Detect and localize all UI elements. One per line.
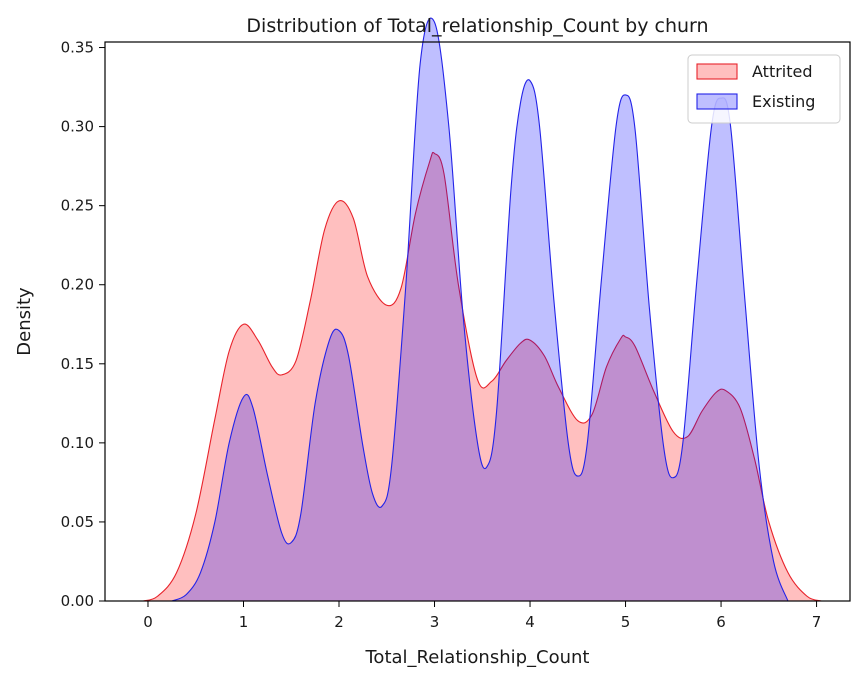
y-tick-label: 0.00 [61,592,94,610]
x-tick-label: 6 [716,613,726,631]
x-tick-label: 3 [430,613,440,631]
x-tick-label: 0 [143,613,153,631]
y-tick-label: 0.20 [61,276,94,294]
y-tick-label: 0.05 [61,513,94,531]
y-tick-label: 0.10 [61,434,94,452]
legend-box [687,54,841,124]
plot-series-layer [143,17,822,602]
x-axis-ticks: 0 1 2 3 4 5 6 7 [143,601,821,631]
y-axis-label: Density [14,287,35,356]
x-tick-label: 7 [812,613,822,631]
plot-area-frame [104,41,851,602]
y-axis-ticks: 0.00 0.05 0.10 0.15 0.20 0.25 0.30 0.35 [61,39,105,610]
x-tick-label: 2 [334,613,344,631]
series-line-attrited [143,151,822,602]
y-tick-label: 0.30 [61,118,94,136]
series-line-existing [171,17,789,602]
legend-swatch-existing [696,93,738,110]
chart-legend: Attrited Existing [687,54,841,124]
legend-label-existing: Existing [752,92,815,111]
y-tick-label: 0.15 [61,355,94,373]
y-tick-label: 0.25 [61,197,94,215]
legend-label-attrited: Attrited [752,62,813,81]
chart-title: Distribution of Total_relationship_Count… [246,15,708,37]
legend-swatch-attrited [696,63,738,80]
x-tick-label: 1 [239,613,249,631]
series-area-existing [171,18,788,601]
x-axis-label: Total_Relationship_Count [365,647,590,668]
x-tick-label: 5 [621,613,631,631]
series-area-attrited [143,152,822,601]
y-tick-label: 0.35 [61,39,94,57]
x-tick-label: 4 [525,613,535,631]
